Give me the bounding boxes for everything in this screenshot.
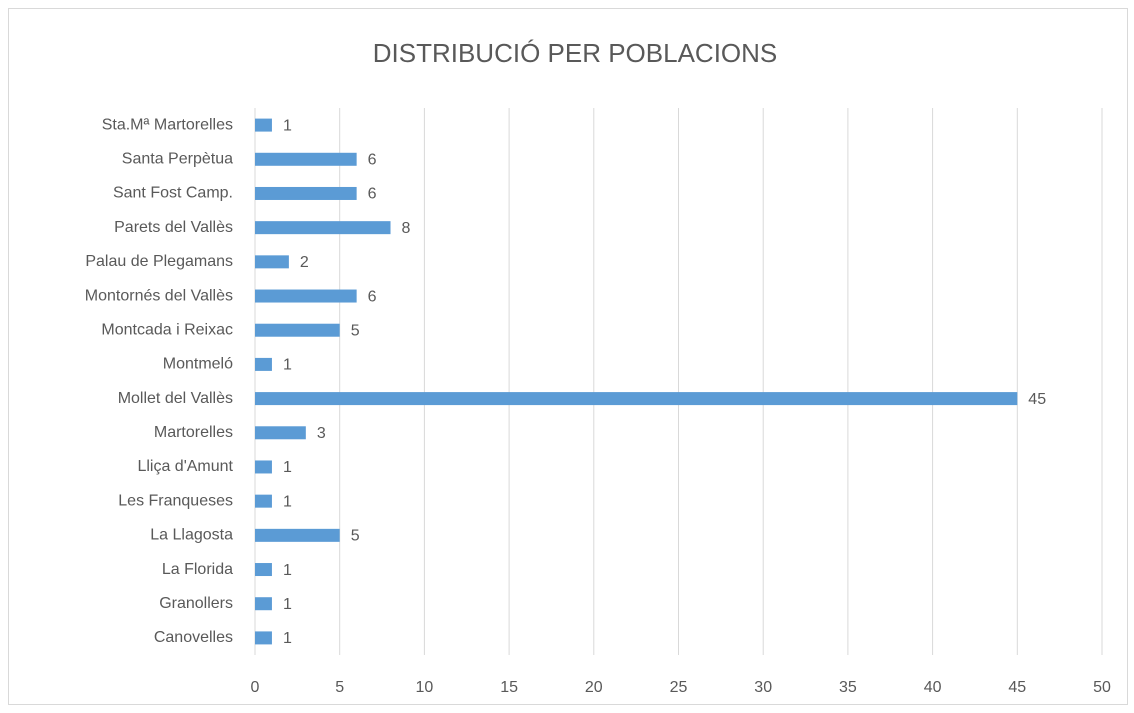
bar bbox=[255, 631, 272, 645]
y-tick-label: Les Franqueses bbox=[118, 492, 233, 509]
y-tick-label: Palau de Plegamans bbox=[85, 253, 233, 270]
data-label: 1 bbox=[283, 630, 292, 647]
bar bbox=[255, 460, 272, 474]
bar bbox=[255, 357, 272, 371]
y-tick-label: Montornés del Vallès bbox=[85, 287, 233, 304]
data-label: 2 bbox=[300, 254, 309, 271]
data-label: 3 bbox=[317, 425, 326, 442]
chart-title: DISTRIBUCIÓ PER POBLACIONS bbox=[373, 38, 778, 68]
y-tick-label: Martorelles bbox=[154, 424, 233, 441]
x-tick-label: 15 bbox=[500, 679, 518, 696]
data-label: 6 bbox=[368, 288, 377, 305]
data-label: 1 bbox=[283, 562, 292, 579]
x-tick-label: 0 bbox=[251, 679, 260, 696]
x-tick-label: 10 bbox=[416, 679, 434, 696]
data-label: 8 bbox=[402, 220, 411, 237]
x-tick-label: 30 bbox=[754, 679, 772, 696]
data-label: 1 bbox=[283, 357, 292, 374]
y-tick-label: Sta.Mª Martorelles bbox=[102, 116, 233, 133]
x-tick-label: 35 bbox=[839, 679, 857, 696]
bar bbox=[255, 118, 272, 132]
data-label: 6 bbox=[368, 186, 377, 203]
bar bbox=[255, 597, 272, 611]
data-label: 1 bbox=[283, 493, 292, 510]
bar bbox=[255, 323, 340, 337]
x-tick-label: 5 bbox=[335, 679, 344, 696]
bar bbox=[255, 289, 357, 303]
data-label: 5 bbox=[351, 322, 360, 339]
data-label: 45 bbox=[1028, 391, 1046, 408]
y-tick-label: Parets del Vallès bbox=[114, 219, 233, 236]
bar bbox=[255, 392, 1018, 406]
data-label: 1 bbox=[283, 596, 292, 613]
y-tick-label: Santa Perpètua bbox=[122, 151, 233, 168]
data-label: 1 bbox=[283, 459, 292, 476]
bar bbox=[255, 563, 272, 577]
data-label: 5 bbox=[351, 528, 360, 545]
y-tick-label: Granollers bbox=[159, 595, 233, 612]
x-tick-label: 50 bbox=[1093, 679, 1111, 696]
y-tick-label: Lliça d'Amunt bbox=[137, 458, 233, 475]
bar bbox=[255, 152, 357, 166]
x-tick-label: 25 bbox=[670, 679, 688, 696]
x-tick-label: 45 bbox=[1008, 679, 1026, 696]
bar bbox=[255, 186, 357, 200]
chart-frame bbox=[8, 8, 1128, 705]
data-label: 1 bbox=[283, 117, 292, 134]
x-tick-label: 20 bbox=[585, 679, 603, 696]
y-tick-label: Sant Fost Camp. bbox=[113, 185, 233, 202]
bar bbox=[255, 221, 391, 235]
y-tick-label: La Florida bbox=[162, 561, 233, 578]
data-label: 6 bbox=[368, 152, 377, 169]
bar bbox=[255, 255, 289, 269]
y-tick-label: Canovelles bbox=[154, 629, 233, 646]
x-tick-label: 40 bbox=[924, 679, 942, 696]
y-tick-label: Montmeló bbox=[163, 356, 233, 373]
bar bbox=[255, 494, 272, 508]
y-tick-label: La Llagosta bbox=[150, 527, 233, 544]
bar bbox=[255, 528, 340, 542]
y-tick-label: Montcada i Reixac bbox=[101, 321, 233, 338]
y-tick-label: Mollet del Vallès bbox=[118, 390, 233, 407]
bar bbox=[255, 426, 306, 440]
